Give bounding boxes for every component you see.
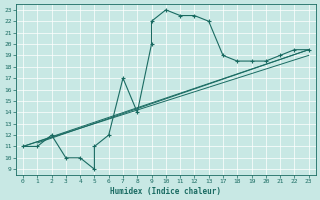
X-axis label: Humidex (Indice chaleur): Humidex (Indice chaleur)	[110, 187, 221, 196]
